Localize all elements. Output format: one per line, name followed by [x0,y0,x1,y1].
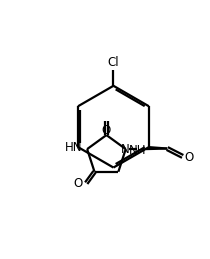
Text: NH: NH [129,144,147,157]
Text: O: O [74,177,83,190]
Text: HN: HN [64,141,82,154]
Text: Cl: Cl [108,56,119,69]
Text: O: O [184,151,194,164]
Text: O: O [102,124,111,137]
Text: N: N [121,143,130,156]
